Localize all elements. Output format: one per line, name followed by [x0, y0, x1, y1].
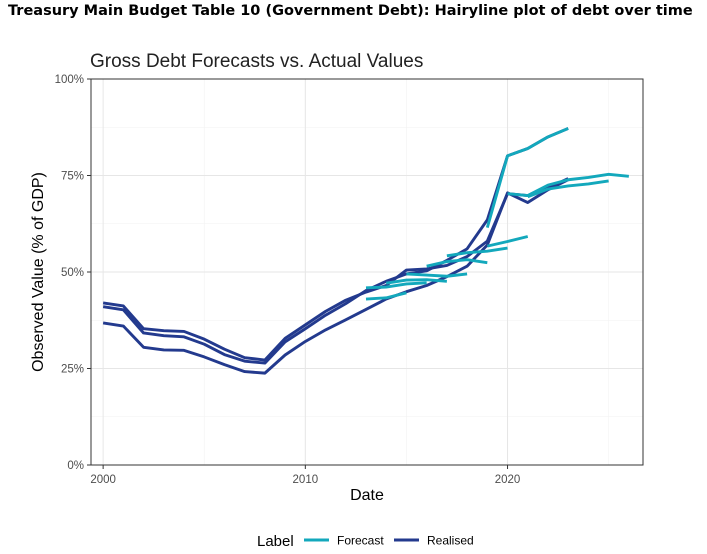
realised-series-line [102, 177, 569, 362]
forecast-series-line [426, 258, 488, 268]
legend: Label Forecast Realised [257, 533, 474, 550]
legend-label: Realised [427, 534, 474, 548]
forecast-series-line [365, 291, 407, 301]
forecast-series-line [446, 246, 508, 258]
series-lines [102, 127, 629, 375]
grid [91, 78, 643, 466]
forecast-series-line [385, 278, 447, 285]
x-tick-label: 2010 [293, 474, 319, 486]
forecast-series-line [485, 127, 569, 229]
forecast-series-line [486, 235, 529, 248]
x-axis-label: Date [350, 487, 384, 504]
forecast-series-line [406, 272, 468, 278]
y-axis-label: Observed Value (% of GDP) [30, 172, 47, 372]
x-tick-label: 2000 [90, 474, 116, 486]
y-tick-label: 100% [55, 74, 84, 86]
axis-ticks: 2000 2010 2020 0% 25% 50% 75% 100% [55, 74, 521, 486]
realised-series-line [102, 127, 569, 365]
y-tick-label: 50% [61, 267, 84, 279]
page-heading: Treasury Main Budget Table 10 (Governmen… [8, 3, 693, 19]
legend-title: Label [257, 533, 294, 550]
y-tick-label: 25% [61, 364, 84, 376]
x-tick-label: 2020 [495, 474, 521, 486]
forecast-series-line [527, 179, 609, 199]
y-tick-label: 0% [67, 460, 84, 472]
chart-title: Gross Debt Forecasts vs. Actual Values [90, 51, 423, 72]
legend-label: Forecast [337, 534, 384, 548]
forecast-series-line [365, 281, 427, 290]
y-tick-label: 75% [61, 171, 84, 183]
